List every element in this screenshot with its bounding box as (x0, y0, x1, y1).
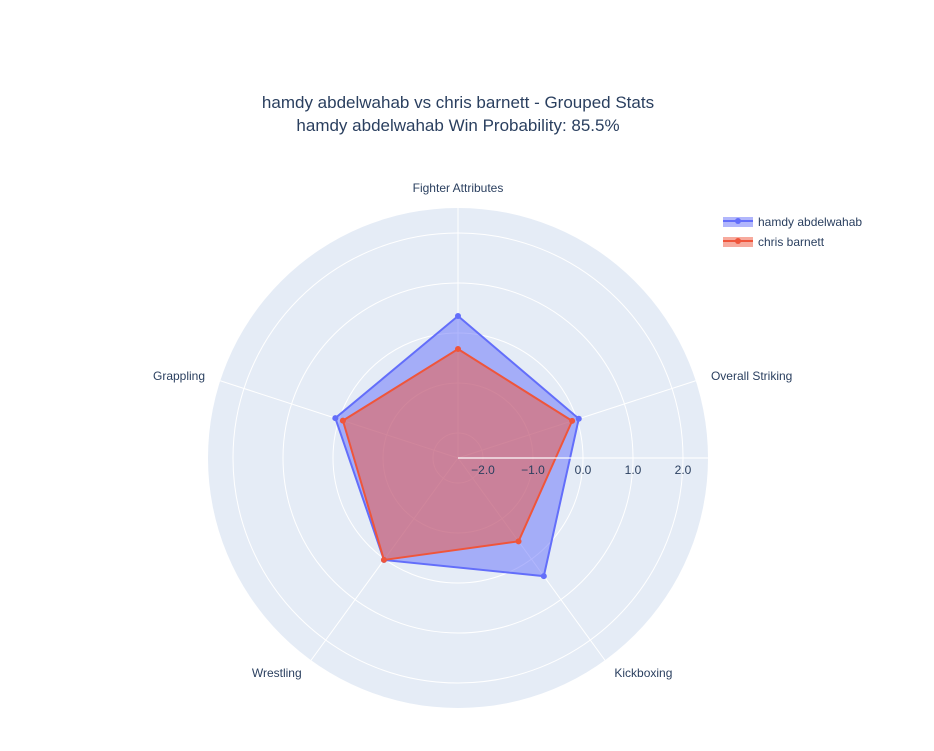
data-point (339, 417, 346, 424)
radial-tick-label: −1.0 (521, 463, 545, 477)
radial-tick-label: 1.0 (625, 463, 642, 477)
chart-title: hamdy abdelwahab vs chris barnett - Grou… (262, 93, 654, 112)
legend-item[interactable]: chris barnett (723, 235, 825, 249)
legend: hamdy abdelwahab chris barnett (723, 215, 862, 249)
category-label: Grappling (153, 369, 205, 383)
legend-marker (735, 218, 741, 224)
category-label: Overall Striking (711, 369, 792, 383)
chart-subtitle: hamdy abdelwahab Win Probability: 85.5% (296, 116, 619, 135)
data-point (332, 415, 339, 422)
legend-label: chris barnett (758, 235, 825, 249)
data-point (455, 313, 461, 319)
category-label: Fighter Attributes (413, 181, 504, 195)
legend-item[interactable]: hamdy abdelwahab (723, 215, 862, 229)
category-label: Wrestling (252, 666, 302, 680)
data-point (575, 415, 582, 422)
data-point (455, 346, 461, 352)
data-point (540, 573, 547, 580)
radial-tick-label: 0.0 (575, 463, 592, 477)
data-point (569, 417, 576, 424)
radial-tick-label: 2.0 (675, 463, 692, 477)
data-point (515, 538, 522, 545)
polar-area: −2.0 −1.0 0.0 1.0 2.0 Fighter Attributes Overa… (153, 181, 792, 708)
category-label: Kickboxing (614, 666, 672, 680)
legend-label: hamdy abdelwahab (758, 215, 862, 229)
radial-tick-label: −2.0 (471, 463, 495, 477)
series-area-1 (341, 347, 574, 562)
data-point (380, 556, 387, 563)
legend-marker (735, 238, 741, 244)
